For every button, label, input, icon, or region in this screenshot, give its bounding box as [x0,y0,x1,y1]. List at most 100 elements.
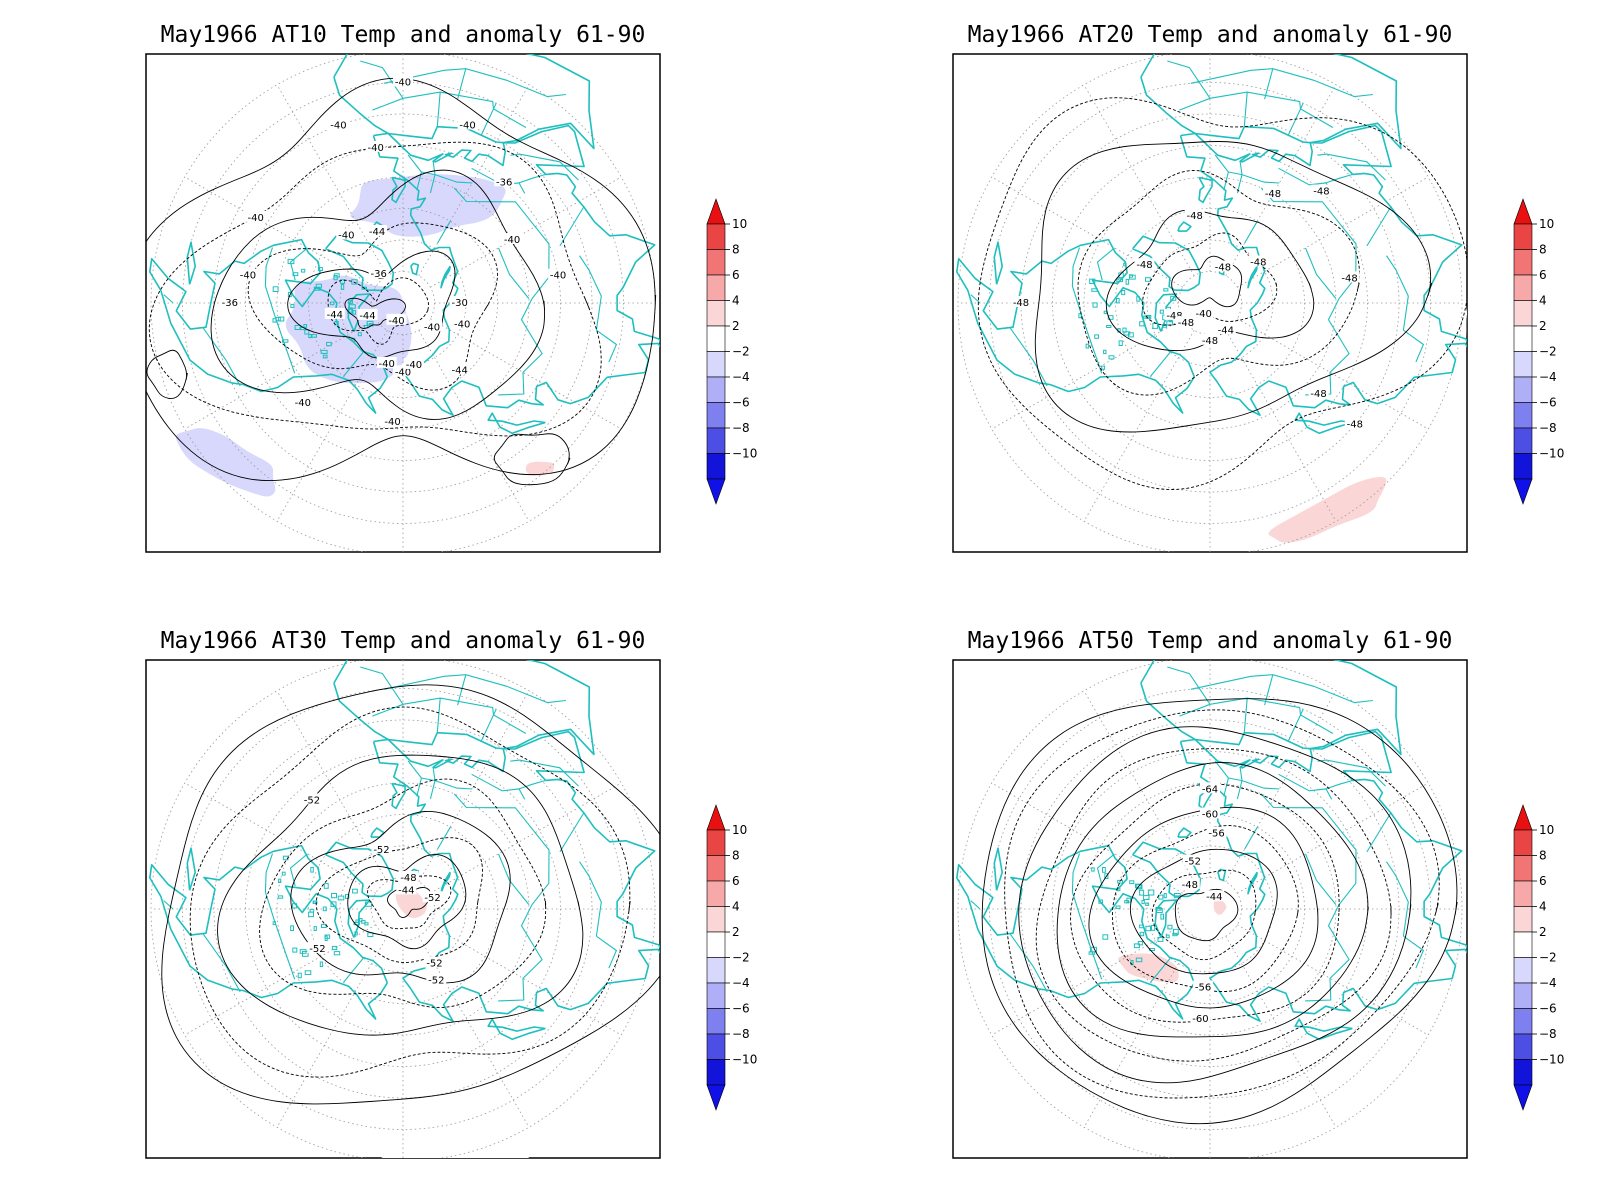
lake-shape [1129,274,1133,278]
label-background [1204,890,1225,902]
lake-shape [1128,332,1134,338]
contour-label-text: -52 [373,845,389,856]
contour-line [1004,709,1440,1099]
lake-shape [357,332,362,337]
border-line [497,247,530,299]
label-background [386,313,407,325]
coast-iceland [370,827,385,838]
border-line [1325,779,1353,790]
country-borders [163,60,618,396]
border-line [1244,826,1258,850]
contour-label-text: -48 [1341,273,1357,284]
colorbar-segment [1513,223,1533,250]
contour-label: -40 [457,118,478,131]
coast-north-america [956,844,1196,1020]
contour-label-text: -48 [1347,420,1363,431]
label-background [1175,316,1196,328]
label-background [324,308,345,319]
coast-japan [487,1018,546,1041]
lake-shape [320,349,328,354]
meridian [1225,936,1337,1128]
colorbar: 10 8 6 4 2 −2 −4 −6 −8 −10 [1513,198,1564,505]
colorbar: 10 8 6 4 2 −2 −4 −6 −8 −10 [706,804,757,1111]
contour-label: -30 [449,296,470,309]
coast-africa [333,54,595,150]
colorbar-segment [1513,982,1533,1009]
label-background [237,268,258,280]
border-line [596,329,618,363]
label-background [367,225,388,236]
country-borders [163,666,618,1002]
lake-shape [272,318,277,323]
coast-cuba [993,241,1003,285]
border-line [1167,60,1211,99]
contour-label: -40 [393,75,413,89]
colorbar-segment [706,1033,726,1060]
border-line [421,777,473,790]
lake-shape [302,950,309,957]
contour-label: -48 [1184,209,1205,222]
label-background [1248,255,1269,267]
panel-at50: May1966 AT50 Temp and anomaly 61-90 -60 -5… [952,628,1468,1159]
lake-shape [294,325,302,330]
contour-label: -40 [422,320,442,333]
meridian [184,924,376,1036]
border-line [559,206,585,247]
lake-shape [1172,932,1178,937]
contour-label-text: -40 [240,271,256,282]
contour-label-text: -52 [1185,857,1201,868]
contour-label: -52 [424,956,445,970]
contour-label: -40 [328,118,349,131]
lake-shape [1088,951,1096,955]
contour-line [493,433,571,486]
border-line [1243,698,1248,733]
meridian [184,318,376,430]
border-line [1179,91,1334,128]
panel-title: May1966 AT30 Temp and anomaly 61-90 [161,628,646,654]
contour-label: -48 [1134,258,1155,271]
label-background [449,296,470,307]
lake-shape [1133,943,1141,949]
contour-label-text: -40 [395,78,411,89]
coast-uk [391,782,406,810]
contour-line [1077,170,1360,396]
label-background [382,415,403,427]
colorbar-segment [1513,957,1533,984]
border-line [1317,153,1386,181]
colorbar-tick-label: 2 [732,319,740,333]
colorbar-tick-label: −4 [1539,370,1557,384]
border-line [343,957,364,983]
meridian [418,936,530,1128]
label-background [548,268,569,280]
colorbar-segment [1513,1059,1533,1086]
panel-title: May1966 AT50 Temp and anomaly 61-90 [968,628,1453,654]
lake-shape [326,341,332,347]
lake-shape [1136,296,1140,302]
map-area: -52 -52 -52 -52 -44-48 -52 -52 [149,660,660,1158]
lake-shape [313,926,317,931]
border-line [1071,247,1103,374]
contour-label-text: -48 [1313,187,1329,198]
colorbar-segment [1513,351,1533,378]
label-background [1200,333,1220,345]
contour-label: -40 [382,415,403,428]
warm-anomaly-region [1213,899,1227,915]
colorbar-segment [1513,427,1533,454]
lake-shape [272,286,279,292]
contour-label: -60 [1190,1011,1211,1025]
border-line [1278,773,1333,800]
contour-label-text: -60 [1202,810,1218,821]
colorbar-tick-label: 2 [1539,925,1547,939]
contour-label-text: -48 [1250,258,1266,269]
coast-north-america [149,238,389,414]
lake-shape [1102,867,1106,873]
border-line [1366,812,1392,853]
lake-shape [282,339,289,343]
coast-greenland [1131,235,1202,292]
contour-label-text: -40 [406,360,422,371]
lake-shape [1098,899,1104,904]
map-area: -60 -56 -44 -48 -52 -56 -60 -64 [956,660,1467,1158]
label-background [245,210,266,222]
lake-shape [1163,288,1169,292]
